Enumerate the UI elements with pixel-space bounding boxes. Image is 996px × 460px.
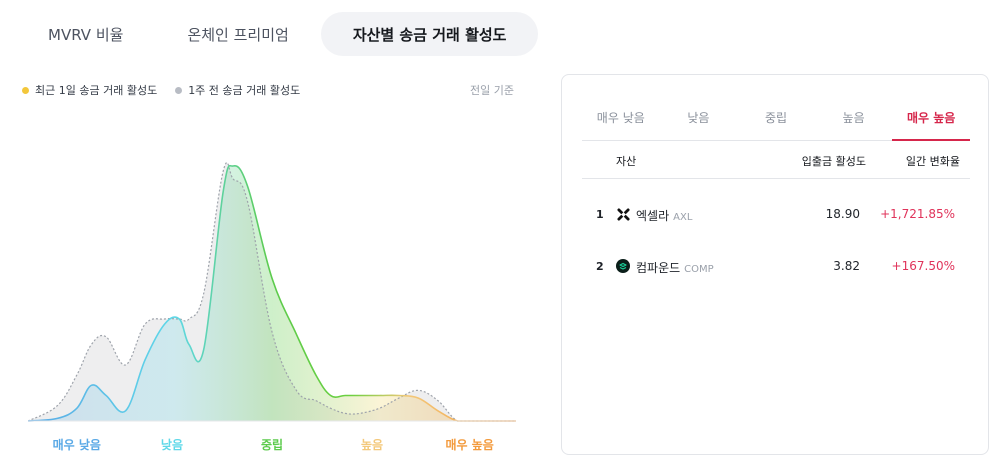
- x-tick-low: 낮음: [160, 438, 183, 452]
- x-tick-neutral: 중립: [260, 438, 284, 452]
- row-activity: 18.90: [825, 207, 860, 221]
- x-tick-very-low: 매우 낮음: [52, 438, 101, 452]
- asset-activity-card: 매우 낮음 낮음 중립 높음 매우 높음 자산 입출금 활성도 일간 변화율 1…: [561, 74, 989, 455]
- row-change: +1,721.85%: [880, 207, 955, 221]
- row-change: +167.50%: [891, 259, 955, 273]
- basis-note: 전일 기준: [470, 84, 514, 97]
- x-tick-high: 높음: [360, 438, 384, 452]
- chart-x-axis: 매우 낮음 낮음 중립 높음 매우 높음: [28, 436, 516, 454]
- x-tick-very-high: 매우 높음: [445, 438, 494, 452]
- legend-current-dot: [22, 86, 29, 94]
- row-ticker: COMP: [684, 264, 714, 275]
- row-ticker: AXL: [673, 212, 693, 223]
- row-rank: 2: [596, 260, 604, 273]
- row-asset-name: 컴파운드 COMP: [636, 261, 714, 275]
- level-tab-neutral[interactable]: 중립: [764, 111, 788, 125]
- chart-legend: 최근 1일 송금 거래 활성도 1주 전 송금 거래 활성도: [22, 82, 300, 98]
- legend-previous: 1주 전 송금 거래 활성도: [175, 82, 300, 98]
- legend-current: 최근 1일 송금 거래 활성도: [22, 82, 157, 98]
- compound-icon: [616, 259, 630, 273]
- previous-series-line: [28, 162, 516, 422]
- table-row[interactable]: 2 컴파운드 COMP 3.82 +167.50%: [582, 253, 970, 283]
- row-rank: 1: [596, 208, 604, 221]
- level-tab-very-low[interactable]: 매우 낮음: [596, 111, 645, 125]
- row-asset-name: 엑셀라 AXL: [636, 209, 693, 223]
- level-tab-high[interactable]: 높음: [842, 111, 865, 125]
- activity-level-tabs: 매우 낮음 낮음 중립 높음 매우 높음: [582, 95, 970, 141]
- current-series-area: [28, 165, 516, 421]
- row-activity: 3.82: [833, 259, 860, 273]
- tab-mvrv[interactable]: MVRV 비율: [48, 25, 124, 44]
- tab-onchain-premium[interactable]: 온체인 프리미엄: [187, 25, 289, 44]
- current-series-line: [28, 164, 516, 422]
- legend-current-label: 최근 1일 송금 거래 활성도: [35, 84, 158, 97]
- tab-transfer-activity[interactable]: 자산별 송금 거래 활성도: [320, 12, 539, 56]
- axelar-icon: [616, 207, 630, 221]
- tab-bar: MVRV 비율 온체인 프리미엄 자산별 송금 거래 활성도: [16, 12, 539, 56]
- activity-distribution-chart: [28, 162, 516, 422]
- level-tab-low[interactable]: 낮음: [687, 111, 710, 125]
- legend-previous-dot: [175, 86, 183, 94]
- header-activity[interactable]: 입출금 활성도: [801, 155, 866, 168]
- level-tab-very-high[interactable]: 매우 높음: [892, 95, 970, 141]
- header-asset: 자산: [616, 155, 637, 168]
- table-row[interactable]: 1 엑셀라 AXL 18.90 +1,721.85%: [582, 201, 970, 231]
- table-header: 자산 입출금 활성도 일간 변화율: [582, 141, 970, 179]
- legend-previous-label: 1주 전 송금 거래 활성도: [188, 84, 301, 97]
- header-change[interactable]: 일간 변화율: [905, 155, 960, 168]
